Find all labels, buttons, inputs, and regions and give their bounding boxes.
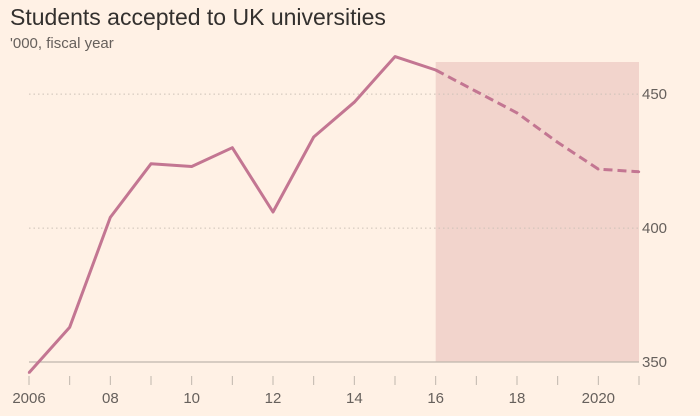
x-tick-label: 18	[509, 390, 526, 407]
data-point	[271, 210, 275, 214]
data-point	[515, 111, 519, 115]
chart-subtitle: '000, fiscal year	[10, 35, 114, 52]
data-point	[353, 100, 356, 104]
data-point	[434, 68, 437, 72]
x-tick-label: 10	[183, 390, 200, 407]
data-point	[190, 165, 193, 168]
data-point	[637, 170, 641, 174]
x-tick-label: 2020	[582, 390, 615, 407]
data-point	[149, 162, 153, 165]
data-point	[27, 371, 31, 374]
x-tick-label: 2006	[12, 390, 45, 407]
x-tick-label: 16	[427, 390, 444, 407]
x-tick-label: 12	[265, 390, 282, 407]
forecast-series-line	[434, 68, 640, 174]
chart-title: Students accepted to UK universities	[10, 4, 386, 30]
data-point	[475, 90, 478, 93]
actual-series-line	[27, 55, 437, 374]
data-point	[556, 141, 559, 144]
y-tick-label: 450	[642, 86, 667, 103]
data-point	[231, 146, 234, 149]
y-tick-label: 400	[642, 220, 667, 237]
x-tick-label: 08	[102, 390, 119, 407]
data-point	[68, 325, 71, 329]
data-point	[597, 167, 600, 171]
data-point	[312, 135, 315, 139]
x-tick-label: 14	[346, 390, 363, 407]
y-tick-label: 350	[642, 354, 667, 371]
forecast-region	[435, 62, 639, 362]
data-point	[109, 216, 112, 219]
data-point	[393, 55, 397, 58]
